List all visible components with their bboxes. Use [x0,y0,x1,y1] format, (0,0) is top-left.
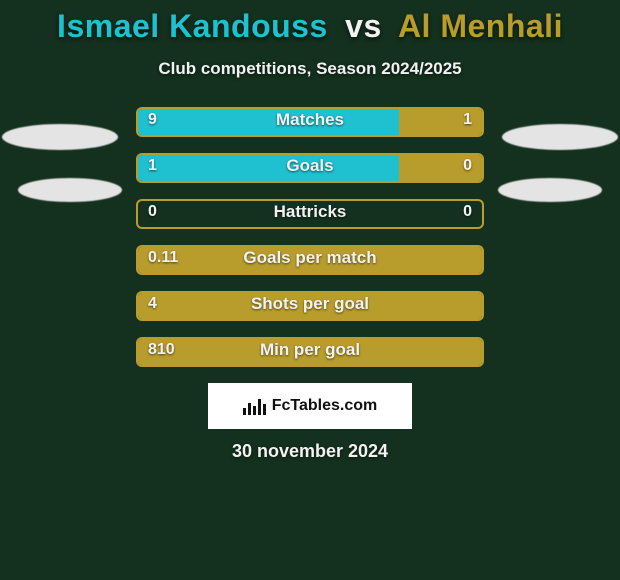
chart-icon [243,397,266,415]
stat-row: Goals per match0.11 [0,245,620,275]
stat-value-p1: 1 [148,153,157,183]
title: Ismael Kandouss vs Al Menhali [0,0,620,45]
player-2-name: Al Menhali [398,8,563,44]
stat-row: Hattricks0 0 [0,199,620,229]
stat-label: Hattricks [136,199,484,229]
stat-label: Min per goal [136,337,484,367]
stat-row: Min per goal810 [0,337,620,367]
stat-row: Goals1 0 [0,153,620,183]
stat-value-p2: 1 [463,107,472,137]
stat-value-p1: 9 [148,107,157,137]
stat-value-p1: 4 [148,291,157,321]
subtitle: Club competitions, Season 2024/2025 [0,59,620,79]
stat-value-p2: 0 [463,153,472,183]
stat-label: Matches [136,107,484,137]
date: 30 november 2024 [0,441,620,462]
branding-text: FcTables.com [272,397,378,415]
player-1-name: Ismael Kandouss [57,8,328,44]
stat-value-p2: 0 [463,199,472,229]
stat-row: Shots per goal4 [0,291,620,321]
stat-label: Shots per goal [136,291,484,321]
stat-row: Matches9 1 [0,107,620,137]
comparison-infographic: Ismael Kandouss vs Al Menhali Club compe… [0,0,620,580]
stat-label: Goals per match [136,245,484,275]
stat-value-p1: 0.11 [148,245,178,275]
stat-value-p1: 0 [148,199,157,229]
stat-label: Goals [136,153,484,183]
vs-separator: vs [345,8,382,44]
stat-value-p1: 810 [148,337,175,367]
branding-badge: FcTables.com [208,383,412,429]
